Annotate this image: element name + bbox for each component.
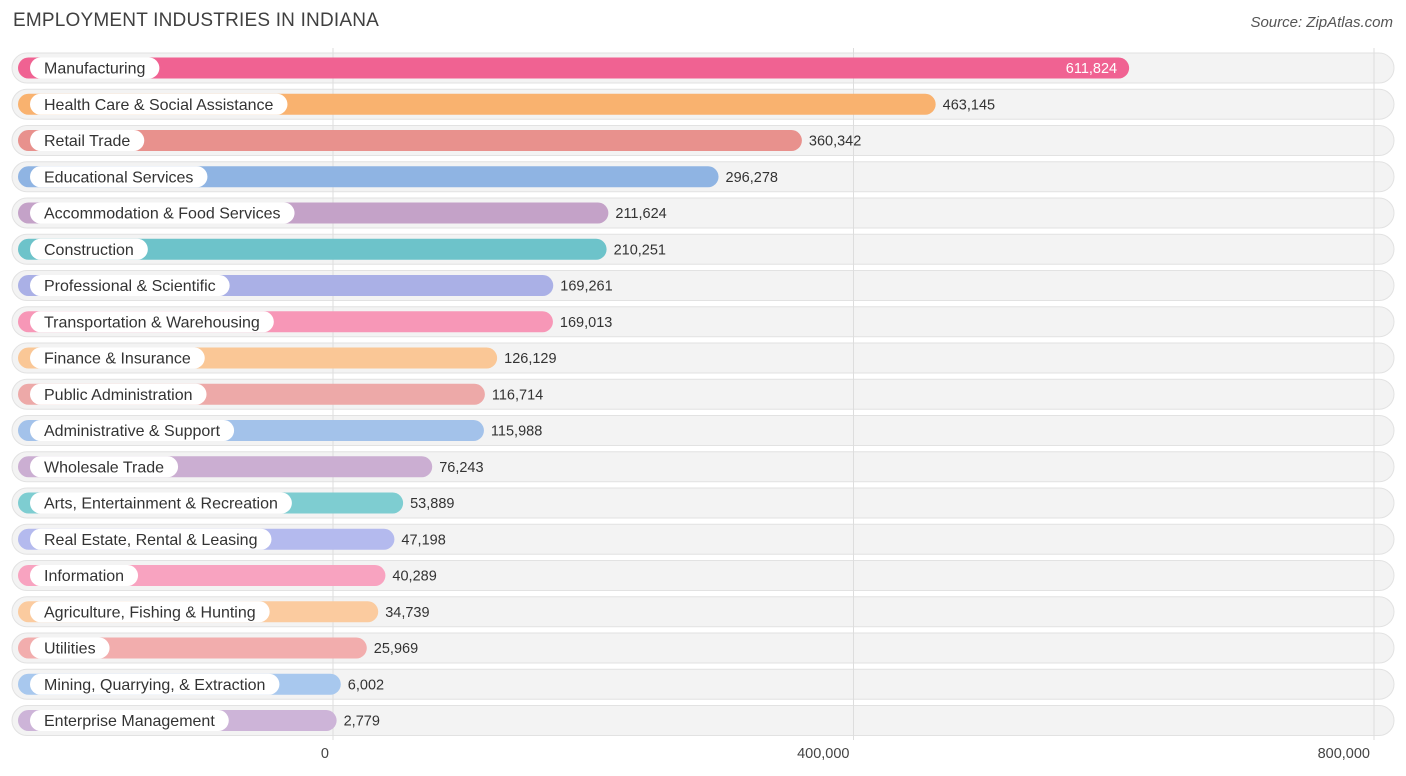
category-label: Real Estate, Rental & Leasing <box>44 532 257 549</box>
x-tick-label: 0 <box>321 746 329 762</box>
category-label-pill <box>30 57 160 79</box>
x-axis: 0 400,000 800,000 <box>321 746 1370 762</box>
category-label: Information <box>44 568 124 585</box>
value-label: 6,002 <box>348 677 384 693</box>
labels: Manufacturing 611,824 Health Care & Social… <box>30 57 1117 731</box>
value-label: 463,145 <box>943 97 995 113</box>
category-label: Health Care & Social Assistance <box>44 97 274 114</box>
category-label: Enterprise Management <box>44 713 215 730</box>
category-label-pill <box>30 275 230 296</box>
bar <box>18 130 802 151</box>
category-label: Administrative & Support <box>44 423 221 440</box>
category-label: Finance & Insurance <box>44 351 191 368</box>
category-label: Educational Services <box>44 169 193 186</box>
category-label: Wholesale Trade <box>44 459 164 476</box>
bar <box>18 57 1130 79</box>
category-label-pill <box>30 456 179 478</box>
category-label-pill <box>30 202 295 224</box>
value-label: 53,889 <box>410 496 454 512</box>
source-credit: Source: ZipAtlas.com <box>1250 14 1393 31</box>
value-label: 116,714 <box>492 387 543 403</box>
category-label-pill <box>30 347 205 369</box>
category-label: Utilities <box>44 641 96 658</box>
value-label: 47,198 <box>401 532 445 548</box>
category-label: Construction <box>44 242 134 259</box>
x-tick-label: 800,000 <box>1318 746 1370 762</box>
category-label: Retail Trade <box>44 133 130 150</box>
category-label-pill <box>30 420 235 441</box>
category-label: Agriculture, Fishing & Hunting <box>44 604 256 621</box>
category-label-pill <box>30 311 274 333</box>
category-label-pill <box>30 492 292 514</box>
value-label: 40,289 <box>392 569 436 585</box>
value-label: 115,988 <box>491 424 542 440</box>
category-label: Transportation & Warehousing <box>44 314 260 331</box>
category-label-pill <box>30 383 207 405</box>
category-label: Public Administration <box>44 387 193 404</box>
category-label-pill <box>30 565 139 586</box>
value-label: 76,243 <box>439 460 483 476</box>
category-label-pill <box>30 528 272 550</box>
value-label: 360,342 <box>809 134 861 150</box>
value-label: 210,251 <box>614 242 666 258</box>
category-label-pill <box>30 637 110 659</box>
value-label: 611,824 <box>1066 61 1117 77</box>
row-track <box>11 705 1395 736</box>
bar <box>18 238 607 260</box>
category-label: Professional & Scientific <box>44 278 216 295</box>
category-label: Mining, Quarrying, & Extraction <box>44 677 265 694</box>
value-label: 296,278 <box>726 170 778 186</box>
category-label-pill <box>30 166 208 188</box>
category-label: Manufacturing <box>44 61 145 78</box>
value-label: 126,129 <box>504 351 556 367</box>
value-label: 169,013 <box>560 315 612 331</box>
category-label: Accommodation & Food Services <box>44 206 281 223</box>
category-label-pill <box>30 673 280 695</box>
value-label: 25,969 <box>374 641 418 657</box>
category-label-pill <box>30 238 148 260</box>
row-track <box>11 668 1395 700</box>
category-label-pill <box>30 130 145 151</box>
category-label-pill <box>30 710 229 731</box>
value-label: 211,624 <box>615 206 666 222</box>
chart-title: EMPLOYMENT INDUSTRIES IN INDIANA <box>13 10 380 31</box>
value-label: 34,739 <box>385 605 429 621</box>
category-label: Arts, Entertainment & Recreation <box>44 496 278 513</box>
value-label: 2,779 <box>344 714 380 730</box>
x-tick-label: 400,000 <box>797 746 849 762</box>
category-label-pill <box>30 93 288 115</box>
category-label-pill <box>30 601 270 623</box>
value-label: 169,261 <box>560 279 612 295</box>
